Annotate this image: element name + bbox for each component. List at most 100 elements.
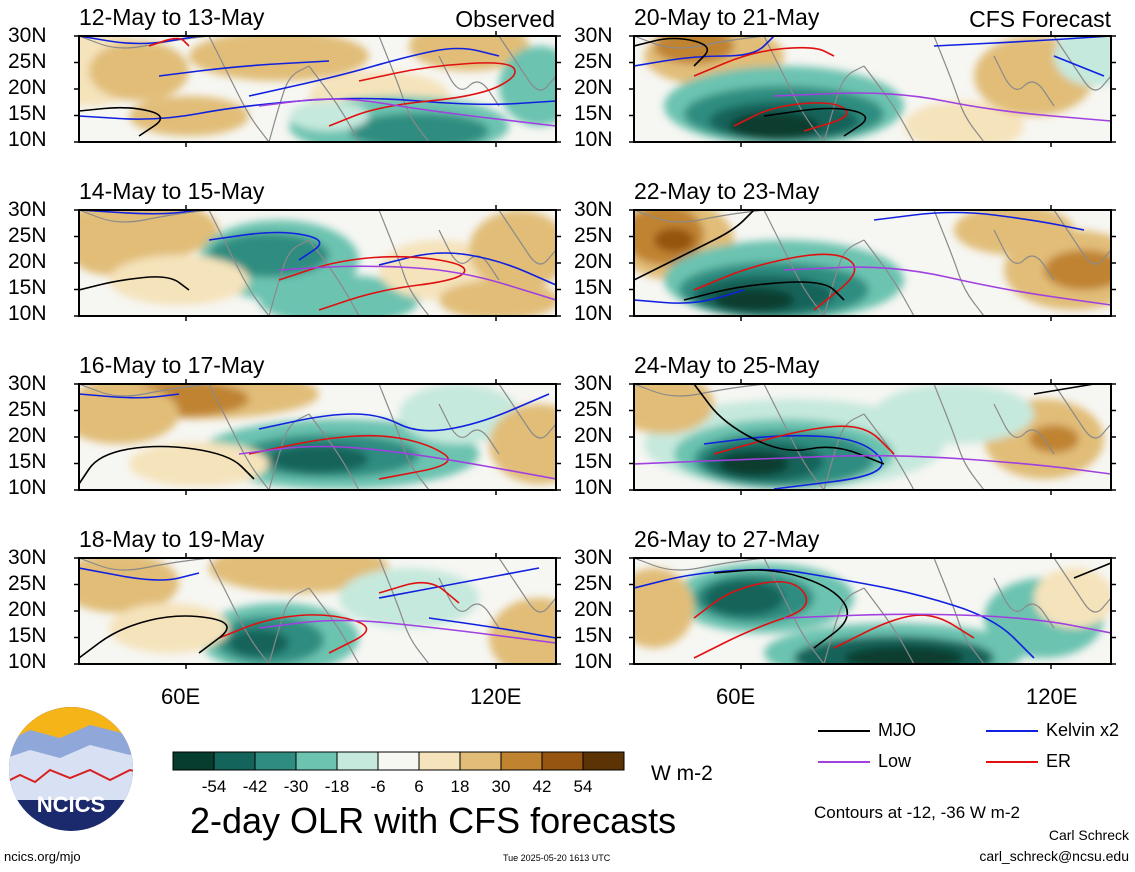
lat-label: 15N (8, 450, 47, 473)
olr-anomaly-field (79, 210, 556, 316)
timestamp: Tue 2025-05-20 1613 UTC (503, 853, 611, 863)
coastline (208, 36, 270, 142)
lat-label: 15N (574, 102, 613, 125)
coastline (993, 229, 1055, 281)
colorbar-swatch (418, 751, 461, 771)
cfs-forecast-label: CFS Forecast (969, 6, 1111, 32)
lat-label: 30N (574, 24, 613, 47)
lat-label: 30N (8, 372, 47, 395)
mjo-contour (634, 37, 709, 67)
coastlines (634, 558, 1111, 664)
colorbar-tick-label: 30 (492, 777, 511, 796)
mjo-contour (79, 445, 255, 485)
coastline (498, 558, 556, 613)
olr-anomaly-region (654, 228, 694, 252)
coastline (378, 558, 430, 664)
olr-anomaly-region (634, 568, 694, 648)
colorbar-units: W m-2 (651, 762, 713, 785)
kelvin-contour (248, 47, 500, 97)
olr-anomaly-region (109, 603, 229, 653)
kelvin-contour (378, 252, 556, 286)
mjo-contour (1073, 562, 1111, 579)
colorbar-swatch (336, 751, 379, 771)
coastline (268, 587, 310, 664)
mjo-contour (634, 210, 755, 281)
contours-note: Contours at -12, -36 W m-2 (814, 803, 1020, 822)
lon-label: 60E (716, 684, 756, 709)
kelvin-contour (933, 36, 1111, 47)
olr-anomaly-region (339, 568, 479, 628)
coastline (933, 210, 985, 316)
olr-anomaly-region (1044, 250, 1111, 290)
coastline (993, 403, 1055, 455)
lat-label: 25N (8, 572, 47, 595)
coastline (823, 239, 865, 316)
filtered-contours (634, 562, 1111, 659)
olr-anomaly-region (409, 36, 529, 71)
lat-label: 30N (574, 198, 613, 221)
kelvin-contour (258, 393, 550, 432)
coastline (308, 65, 360, 142)
coastline (268, 413, 310, 490)
kelvin-contour (378, 567, 540, 599)
filtered-contours (634, 384, 1111, 490)
logo-text: NCICS (37, 792, 105, 817)
coastline (438, 577, 500, 629)
lat-label: 15N (574, 276, 613, 299)
olr-anomaly-field (634, 210, 1111, 316)
lat-label: 10N (8, 128, 47, 151)
er-contour (713, 425, 895, 455)
colorbar-swatch (500, 751, 543, 771)
lat-label: 20N (8, 424, 47, 447)
kelvin-contour (79, 567, 200, 581)
lat-label: 15N (8, 276, 47, 299)
lat-label: 20N (8, 76, 47, 99)
filtered-contours (79, 567, 556, 659)
olr-anomaly-region (79, 558, 179, 613)
map-panel (79, 36, 556, 142)
coastline (823, 587, 865, 664)
map-panel (634, 384, 1111, 490)
legend-label-mjo: MJO (878, 720, 916, 740)
olr-anomaly-region (349, 113, 489, 142)
coastline (208, 210, 270, 316)
colorbar-swatch (582, 751, 625, 771)
coastline (498, 384, 556, 439)
figure-title: 2-day OLR with CFS forecasts (190, 800, 677, 841)
olr-anomaly-region (844, 646, 964, 664)
coastline (863, 413, 915, 490)
panel-title-fc-1: 20-May to 21-May (634, 4, 820, 30)
kelvin-contour (1053, 55, 1105, 77)
site-link[interactable]: ncics.org/mjo (4, 849, 81, 864)
lat-label: 30N (8, 24, 47, 47)
olr-anomaly-region (289, 101, 369, 131)
lat-label: 10N (574, 302, 613, 325)
lat-label: 20N (574, 76, 613, 99)
lat-label: 15N (8, 624, 47, 647)
lat-label: 10N (8, 476, 47, 499)
author-email: carl_schreck@ncsu.edu (979, 848, 1129, 864)
olr-anomaly-region (654, 36, 734, 64)
low-contour (278, 265, 556, 301)
olr-anomaly-region (269, 445, 369, 473)
colorbar-swatch (459, 751, 502, 771)
coastline (438, 55, 500, 107)
coastline (378, 36, 430, 142)
olr-anomaly-region (469, 210, 556, 290)
panel-title-fc-3: 24-May to 25-May (634, 352, 820, 378)
coastline (763, 36, 825, 142)
olr-anomaly-region (954, 210, 1074, 255)
lat-label: 25N (8, 224, 47, 247)
olr-anomaly-region (729, 112, 819, 140)
map-panel (79, 210, 556, 316)
lat-label: 30N (8, 546, 47, 569)
lat-label: 25N (8, 50, 47, 73)
colorbar-tick-label: -42 (243, 777, 268, 796)
kelvin-contour (634, 289, 745, 304)
colorbar-tick-label: -54 (202, 777, 227, 796)
colorbar-swatch (213, 751, 256, 771)
olr-anomaly-region (129, 442, 269, 486)
low-contour (258, 619, 556, 644)
er-contour (248, 434, 449, 480)
